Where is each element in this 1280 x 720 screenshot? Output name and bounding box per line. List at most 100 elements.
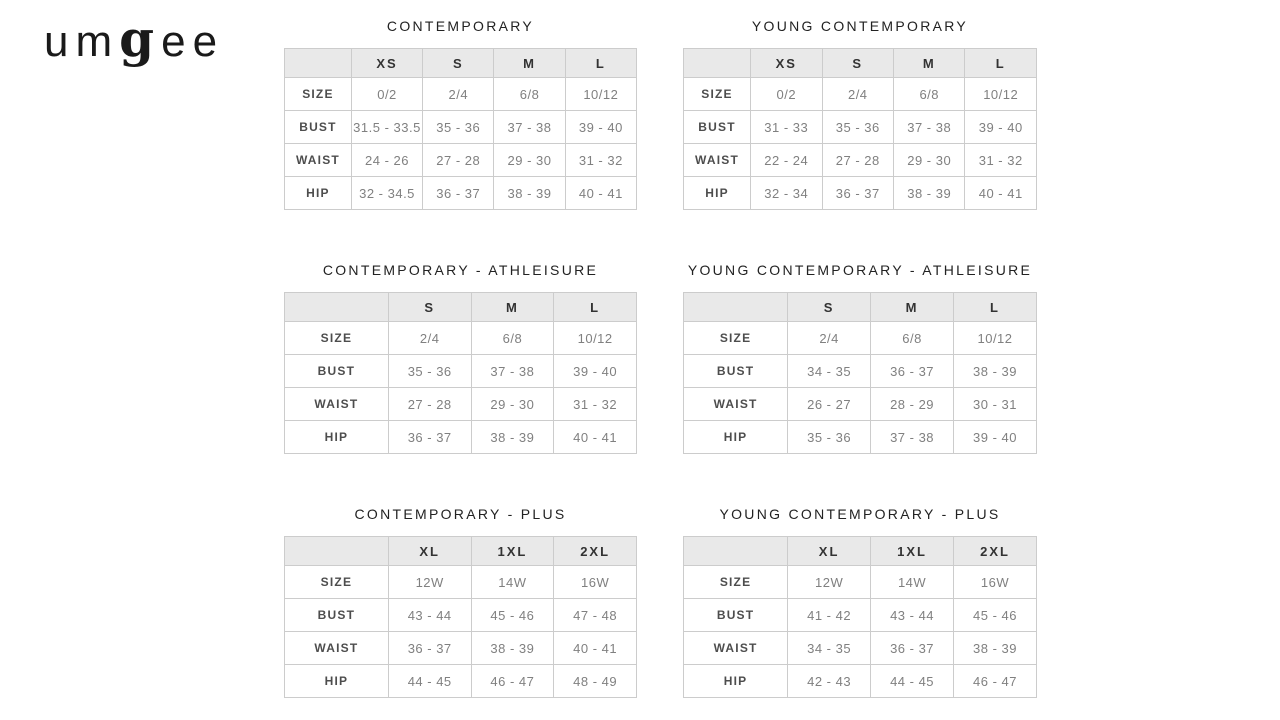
measurement-value: 38 - 39: [470, 631, 555, 665]
corner-cell: [682, 48, 752, 78]
size-table: XL 1XL 2XL SIZE 12W 14W 16W BUST 43 - 44 45 - 46 4…: [284, 536, 637, 698]
measurement-label: HIP: [682, 176, 752, 210]
measurement-value: 35 - 36: [387, 354, 472, 388]
size-column-header: S: [787, 292, 872, 322]
measurement-value: 0/2: [350, 77, 424, 111]
size-header-row: XL 1XL 2XL: [284, 536, 637, 566]
section-young-contemporary-athleisure: YOUNG CONTEMPORARY - ATHLEISURE S M L SIZE 2…: [682, 262, 1037, 454]
measurement-value: 44 - 45: [870, 664, 955, 698]
measurement-row: WAIST 27 - 28 29 - 30 31 - 32: [284, 387, 637, 421]
measurement-label: WAIST: [682, 143, 752, 177]
measurement-value: 35 - 36: [821, 110, 895, 144]
measurement-value: 37 - 38: [892, 110, 966, 144]
size-table: XS S M L SIZE 0/2 2/4 6/8 10/12 BUST 31.5 - 33.5 35…: [284, 48, 638, 210]
measurement-label: SIZE: [284, 321, 389, 355]
size-header-row: XS S M L: [682, 48, 1037, 78]
measurement-value: 22 - 24: [750, 143, 823, 177]
measurement-value: 36 - 37: [821, 176, 895, 210]
measurement-label: BUST: [682, 354, 789, 388]
measurement-row: SIZE 2/4 6/8 10/12: [284, 321, 637, 355]
measurement-label: SIZE: [682, 77, 752, 111]
measurement-label: BUST: [284, 598, 389, 632]
measurement-value: 37 - 38: [493, 110, 566, 144]
measurement-value: 28 - 29: [870, 387, 955, 421]
corner-cell: [682, 292, 789, 322]
measurement-value: 32 - 34.5: [350, 176, 424, 210]
measurement-label: WAIST: [284, 387, 389, 421]
measurement-value: 36 - 37: [422, 176, 495, 210]
measurement-value: 36 - 37: [870, 354, 955, 388]
measurement-row: WAIST 24 - 26 27 - 28 29 - 30 31 - 32: [284, 143, 638, 177]
measurement-row: SIZE 0/2 2/4 6/8 10/12: [284, 77, 638, 111]
measurement-row: BUST 41 - 42 43 - 44 45 - 46: [682, 598, 1037, 632]
measurement-row: HIP 32 - 34 36 - 37 38 - 39 40 - 41: [682, 176, 1037, 210]
measurement-value: 40 - 41: [553, 631, 637, 665]
measurement-value: 2/4: [387, 321, 472, 355]
measurement-row: SIZE 0/2 2/4 6/8 10/12: [682, 77, 1037, 111]
measurement-value: 31.5 - 33.5: [350, 110, 424, 144]
measurement-row: HIP 32 - 34.5 36 - 37 38 - 39 40 - 41: [284, 176, 638, 210]
size-table-title: CONTEMPORARY - ATHLEISURE: [322, 262, 599, 278]
measurement-row: WAIST 22 - 24 27 - 28 29 - 30 31 - 32: [682, 143, 1037, 177]
measurement-value: 41 - 42: [787, 598, 872, 632]
measurement-row: WAIST 36 - 37 38 - 39 40 - 41: [284, 631, 637, 665]
size-column-header: S: [821, 48, 895, 78]
measurement-value: 30 - 31: [953, 387, 1037, 421]
measurement-label: SIZE: [682, 321, 789, 355]
measurement-label: BUST: [682, 598, 789, 632]
measurement-value: 2/4: [422, 77, 495, 111]
measurement-value: 31 - 32: [964, 143, 1037, 177]
size-column-header: S: [387, 292, 472, 322]
measurement-value: 36 - 37: [870, 631, 955, 665]
measurement-label: BUST: [682, 110, 752, 144]
size-column-header: XL: [387, 536, 472, 566]
measurement-value: 39 - 40: [553, 354, 637, 388]
measurement-value: 6/8: [870, 321, 955, 355]
measurement-value: 27 - 28: [821, 143, 895, 177]
measurement-label: HIP: [682, 420, 789, 454]
measurement-label: SIZE: [284, 565, 389, 599]
logo-text-ee: ee: [161, 17, 225, 66]
size-table-title: CONTEMPORARY - PLUS: [354, 506, 567, 522]
measurement-row: HIP 44 - 45 46 - 47 48 - 49: [284, 664, 637, 698]
measurement-value: 12W: [387, 565, 472, 599]
measurement-value: 42 - 43: [787, 664, 872, 698]
measurement-value: 38 - 39: [953, 631, 1037, 665]
measurement-label: SIZE: [284, 77, 352, 111]
measurement-value: 38 - 39: [493, 176, 566, 210]
size-column-header: M: [470, 292, 555, 322]
measurement-value: 35 - 36: [787, 420, 872, 454]
measurement-value: 35 - 36: [422, 110, 495, 144]
measurement-value: 6/8: [493, 77, 566, 111]
measurement-value: 46 - 47: [470, 664, 555, 698]
corner-cell: [284, 536, 389, 566]
measurement-label: WAIST: [682, 387, 789, 421]
measurement-value: 14W: [870, 565, 955, 599]
size-column-header: M: [493, 48, 566, 78]
measurement-value: 32 - 34: [750, 176, 823, 210]
measurement-label: WAIST: [284, 143, 352, 177]
logo-text-g: g: [119, 9, 162, 68]
measurement-value: 45 - 46: [470, 598, 555, 632]
measurement-row: BUST 31.5 - 33.5 35 - 36 37 - 38 39 - 40: [284, 110, 638, 144]
measurement-value: 0/2: [750, 77, 823, 111]
measurement-value: 31 - 32: [553, 387, 637, 421]
size-column-header: L: [553, 292, 637, 322]
measurement-value: 43 - 44: [870, 598, 955, 632]
size-column-header: M: [892, 48, 966, 78]
measurement-value: 31 - 32: [564, 143, 638, 177]
measurement-row: SIZE 12W 14W 16W: [682, 565, 1037, 599]
measurement-label: HIP: [284, 176, 352, 210]
size-table: S M L SIZE 2/4 6/8 10/12 BUST 34 - 35 36 - 37 38 -…: [682, 292, 1037, 454]
umgee-logo: umgee: [44, 14, 224, 64]
corner-cell: [284, 48, 352, 78]
logo-text-um: um: [44, 17, 120, 66]
measurement-value: 40 - 41: [553, 420, 637, 454]
measurement-value: 38 - 39: [953, 354, 1037, 388]
measurement-row: BUST 31 - 33 35 - 36 37 - 38 39 - 40: [682, 110, 1037, 144]
measurement-value: 34 - 35: [787, 354, 872, 388]
size-table: XL 1XL 2XL SIZE 12W 14W 16W BUST 41 - 42 43 - 44 4…: [682, 536, 1037, 698]
measurement-value: 38 - 39: [892, 176, 966, 210]
size-column-header: XS: [750, 48, 823, 78]
